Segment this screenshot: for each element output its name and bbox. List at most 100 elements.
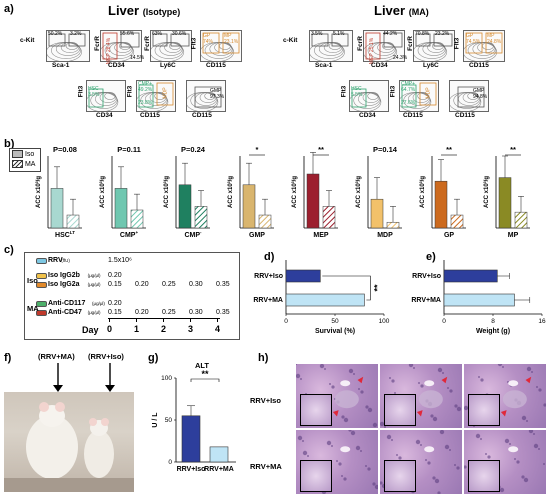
axis-sca1: Sca-1 <box>52 62 69 69</box>
axis-flt3-c: Flt3 <box>389 86 396 98</box>
group-label-iso: Iso <box>27 276 38 285</box>
lesion <box>419 390 443 408</box>
mouse-label-iso: (RRV+Iso) <box>88 352 124 361</box>
day-label: Day <box>82 325 99 335</box>
p-value: ** <box>446 145 452 154</box>
nucleus <box>457 407 461 411</box>
nucleus <box>338 462 341 465</box>
nucleus <box>447 387 449 389</box>
axis-ly6c: Ly6C <box>423 62 439 69</box>
nucleus <box>420 444 422 446</box>
vessel <box>508 446 518 452</box>
nucleus <box>356 446 360 450</box>
nucleus <box>440 430 444 434</box>
nucleus <box>396 454 398 456</box>
sig-bracket <box>191 379 219 382</box>
nucleus <box>437 491 440 494</box>
bar-iso <box>115 188 127 228</box>
nucleus <box>336 460 338 462</box>
nucleus <box>445 445 449 449</box>
nucleus <box>430 414 433 417</box>
nucleus <box>425 459 427 461</box>
gate-mp-v: 23.1% <box>224 39 238 45</box>
bar-iso <box>179 185 191 228</box>
p-value: P=0.24 <box>181 145 206 154</box>
p-value: P=0.14 <box>373 145 398 154</box>
nucleus <box>456 466 459 469</box>
axis-cd34-b: CD34 <box>96 112 113 119</box>
y-axis-label: ACC x10³/g <box>355 176 362 208</box>
nucleus <box>526 420 528 422</box>
axis-flt3: Flt3 <box>190 38 197 50</box>
nucleus <box>480 438 482 440</box>
dose-value: 0.30 <box>189 281 203 288</box>
inset-zoom <box>468 460 500 492</box>
reagent-name: Iso IgG2a <box>48 281 80 288</box>
dose-value: 0.35 <box>216 309 230 316</box>
dose-value: 0.15 <box>108 281 122 288</box>
gate-3a: 70.8% <box>415 31 429 37</box>
nucleus <box>351 431 355 435</box>
nucleus <box>543 403 546 406</box>
timeline-axis <box>108 318 220 319</box>
gate-hsc-v: 5.5% <box>351 92 362 98</box>
bar-ma <box>131 210 143 228</box>
contour <box>201 42 234 61</box>
nucleus <box>521 475 524 478</box>
axis-ly6c: Ly6C <box>160 62 176 69</box>
group-label: MP <box>508 232 519 238</box>
reagent-name: Iso IgG2b <box>48 272 80 279</box>
nucleus <box>307 455 309 457</box>
x-tick-label: 8 <box>491 318 495 325</box>
axis-flt3-b: Flt3 <box>340 86 347 98</box>
alt-chart: ALT050100U / LRRV+IsoRRV+MA** <box>150 360 240 492</box>
nucleus <box>442 372 444 374</box>
nucleus <box>478 376 480 378</box>
bar-iso <box>243 185 255 228</box>
axis-ckit: c-Kit <box>20 37 34 44</box>
y-axis-label: ACC x10³/g <box>35 176 42 208</box>
bar-iso <box>307 174 319 228</box>
red-arrow-icon <box>526 377 532 383</box>
vessel <box>340 380 350 386</box>
nucleus <box>435 479 439 483</box>
p-value: * <box>256 145 259 154</box>
red-arrow-icon <box>417 410 423 416</box>
gate-cmpp-v: 64.7% <box>401 87 415 93</box>
gate-mdp: MDP <box>426 87 432 98</box>
gate-3b: 30.6% <box>172 31 186 37</box>
gate-1b: 3.2% <box>70 31 81 37</box>
dose-value: 0.35 <box>216 281 230 288</box>
y-axis-label: ACC x10³/g <box>483 176 490 208</box>
category-label: RRV+MA <box>204 466 234 473</box>
nucleus <box>365 465 367 467</box>
axis-flt3: Flt3 <box>453 38 460 50</box>
gate-gmp-v: 97.3% <box>210 94 224 100</box>
bar-iso <box>51 188 63 228</box>
day-number: 2 <box>161 324 166 334</box>
gate-2a: 44.2% <box>383 31 397 37</box>
gate-mp-v: 24.8% <box>487 39 501 45</box>
nucleus <box>360 390 363 393</box>
reagent-unit: (μg/μl) <box>88 310 101 315</box>
nucleus <box>509 443 511 445</box>
reagent-unit: (μg/μl) <box>92 301 105 306</box>
y-axis-label: ACC x10³/g <box>291 176 298 208</box>
axis-cd115-b: CD115 <box>140 112 160 119</box>
day-number: 3 <box>188 324 193 334</box>
gate-2a: 55.6% <box>120 31 134 37</box>
vessel <box>340 446 350 452</box>
nucleus <box>527 367 531 371</box>
group-label: GMP <box>249 232 265 238</box>
histo-row-label-iso: RRV+Iso <box>250 396 281 405</box>
contour <box>314 42 343 58</box>
gate-mdp: MDP <box>163 87 169 98</box>
p-value: P=0.11 <box>117 145 141 154</box>
nucleus <box>358 388 360 390</box>
contour <box>155 42 183 58</box>
x-tick-label: 16 <box>538 318 546 325</box>
group-label: MEP <box>313 232 329 238</box>
reagent-name: Anti-CD47 <box>48 309 82 316</box>
contour <box>363 92 379 102</box>
nucleus <box>368 408 372 412</box>
